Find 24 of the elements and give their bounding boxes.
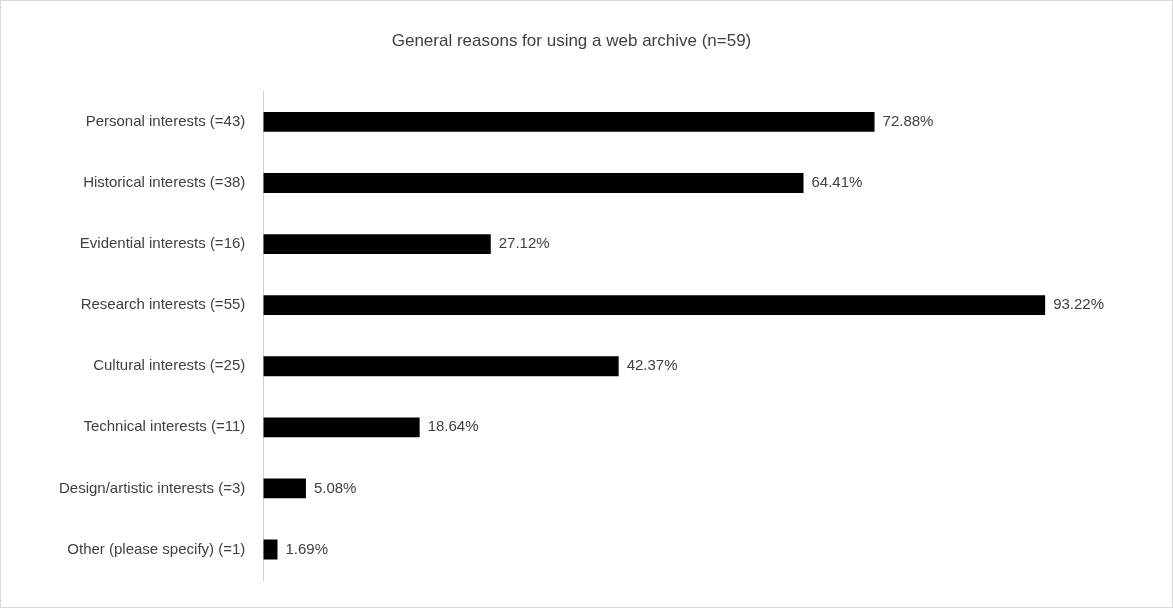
data-label: 18.64% bbox=[427, 417, 479, 435]
bar bbox=[263, 356, 619, 377]
bar bbox=[263, 417, 420, 438]
bar bbox=[263, 234, 491, 255]
bar bbox=[263, 478, 306, 499]
bar bbox=[263, 112, 875, 132]
y-tick-label: Evidential interests (=16) bbox=[79, 234, 246, 252]
data-label: 93.22% bbox=[1053, 295, 1105, 313]
data-label: 42.37% bbox=[626, 356, 678, 374]
y-tick-label: Personal interests (=43) bbox=[85, 112, 246, 130]
y-tick-label: Research interests (=55) bbox=[80, 295, 246, 313]
data-label: 64.41% bbox=[811, 173, 863, 191]
bar bbox=[263, 173, 804, 193]
bar bbox=[263, 295, 1046, 316]
data-label: 72.88% bbox=[882, 112, 934, 130]
data-label: 27.12% bbox=[498, 234, 550, 252]
y-tick-label: Design/artistic interests (=3) bbox=[58, 478, 246, 496]
y-tick-label: Technical interests (=11) bbox=[83, 417, 246, 435]
y-tick-label: Other (please specify) (=1) bbox=[67, 539, 246, 557]
data-label: 1.69% bbox=[285, 539, 329, 557]
y-tick-label: Cultural interests (=25) bbox=[93, 356, 246, 374]
data-label: 5.08% bbox=[313, 478, 357, 496]
chart-title: General reasons for using a web archive (n=59) bbox=[391, 30, 752, 50]
y-tick-label: Historical interests (=38) bbox=[83, 173, 246, 191]
